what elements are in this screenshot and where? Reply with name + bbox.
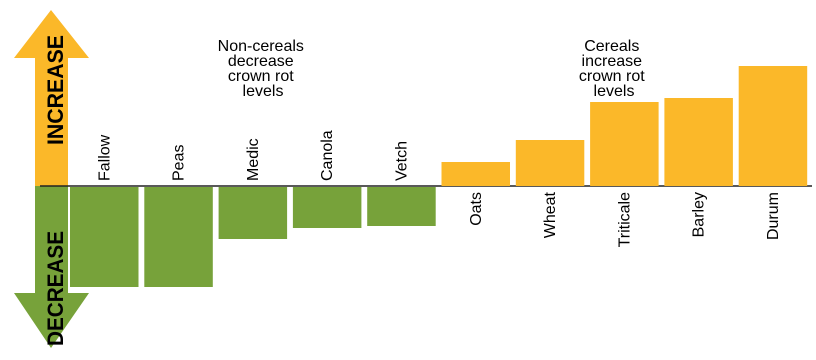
bar-triticale (590, 102, 659, 186)
bar-vetch (367, 187, 436, 226)
category-label-triticale: Triticale (616, 192, 633, 248)
category-label-wheat: Wheat (542, 191, 559, 238)
decrease-arrow (14, 186, 89, 348)
category-label-vetch: Vetch (393, 141, 410, 181)
increase-label: INCREASE (43, 35, 68, 145)
bar-durum (738, 66, 808, 186)
non-cereals-annotation: Non-cereals decrease crown rot levels (218, 38, 309, 100)
category-label-oats: Oats (468, 192, 485, 226)
category-label-canola: Canola (319, 130, 336, 181)
category-labels: Fallow Peas Medic Canola Vetch Oats Wheat Triti… (96, 130, 782, 247)
category-label-fallow: Fallow (96, 134, 113, 181)
category-label-barley: Barley (691, 192, 708, 237)
increase-arrow (14, 10, 89, 186)
category-label-durum: Durum (765, 192, 782, 240)
bar-medic (218, 187, 288, 239)
bar-oats (441, 162, 510, 186)
bar-barley (664, 98, 733, 186)
cereals-annotation: Cereals increase crown rot levels (579, 38, 649, 100)
bar-canola (292, 187, 362, 228)
category-label-medic: Medic (245, 138, 262, 181)
bar-peas (144, 187, 213, 287)
decrease-label: DECREASE (43, 231, 68, 346)
bar-wheat (515, 140, 585, 186)
bar-fallow (70, 187, 139, 287)
category-label-peas: Peas (171, 145, 188, 181)
bar-group (70, 66, 808, 287)
